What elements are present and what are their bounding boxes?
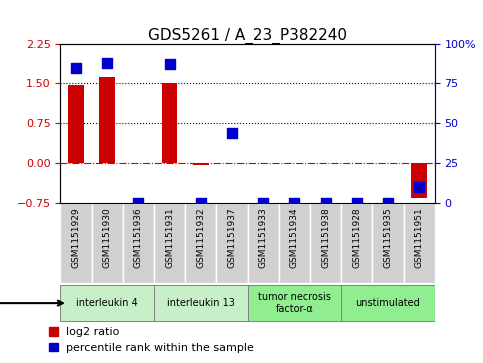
FancyBboxPatch shape bbox=[154, 285, 247, 321]
Point bbox=[290, 200, 298, 206]
Bar bbox=[99, 77, 115, 163]
Text: GSM1151929: GSM1151929 bbox=[71, 207, 81, 268]
Point bbox=[353, 200, 361, 206]
FancyBboxPatch shape bbox=[60, 203, 92, 283]
Text: unstimulated: unstimulated bbox=[355, 298, 420, 308]
Legend: log2 ratio, percentile rank within the sample: log2 ratio, percentile rank within the s… bbox=[44, 323, 259, 358]
Text: GSM1151937: GSM1151937 bbox=[227, 207, 237, 268]
Text: GSM1151936: GSM1151936 bbox=[134, 207, 143, 268]
Point bbox=[228, 130, 236, 136]
FancyBboxPatch shape bbox=[92, 203, 123, 283]
Point bbox=[72, 65, 80, 70]
FancyBboxPatch shape bbox=[372, 203, 403, 283]
Text: interleukin 4: interleukin 4 bbox=[76, 298, 138, 308]
FancyBboxPatch shape bbox=[216, 203, 247, 283]
Text: GSM1151951: GSM1151951 bbox=[414, 207, 424, 268]
Text: GSM1151933: GSM1151933 bbox=[258, 207, 268, 268]
FancyBboxPatch shape bbox=[247, 203, 279, 283]
Text: GSM1151935: GSM1151935 bbox=[384, 207, 392, 268]
Point bbox=[134, 200, 142, 206]
Point bbox=[415, 184, 423, 190]
Title: GDS5261 / A_23_P382240: GDS5261 / A_23_P382240 bbox=[148, 27, 347, 44]
FancyBboxPatch shape bbox=[185, 203, 216, 283]
Point bbox=[259, 200, 267, 206]
FancyBboxPatch shape bbox=[403, 203, 435, 283]
FancyBboxPatch shape bbox=[279, 203, 310, 283]
Text: agent: agent bbox=[0, 297, 63, 310]
Point bbox=[103, 60, 111, 66]
FancyBboxPatch shape bbox=[341, 285, 435, 321]
FancyBboxPatch shape bbox=[154, 203, 185, 283]
Point bbox=[384, 200, 392, 206]
Text: GSM1151938: GSM1151938 bbox=[321, 207, 330, 268]
FancyBboxPatch shape bbox=[310, 203, 341, 283]
FancyBboxPatch shape bbox=[247, 285, 341, 321]
FancyBboxPatch shape bbox=[123, 203, 154, 283]
Text: GSM1151934: GSM1151934 bbox=[290, 207, 299, 268]
Bar bbox=[193, 163, 209, 165]
Text: GSM1151930: GSM1151930 bbox=[103, 207, 112, 268]
Bar bbox=[68, 85, 84, 163]
Text: tumor necrosis
factor-α: tumor necrosis factor-α bbox=[258, 292, 331, 314]
Point bbox=[197, 200, 205, 206]
Text: GSM1151932: GSM1151932 bbox=[196, 207, 205, 268]
Text: GSM1151931: GSM1151931 bbox=[165, 207, 174, 268]
Text: GSM1151928: GSM1151928 bbox=[352, 207, 361, 268]
Point bbox=[166, 61, 173, 67]
Bar bbox=[162, 83, 177, 163]
Point bbox=[322, 200, 329, 206]
Text: interleukin 13: interleukin 13 bbox=[167, 298, 235, 308]
Bar bbox=[412, 163, 427, 198]
FancyBboxPatch shape bbox=[60, 285, 154, 321]
FancyBboxPatch shape bbox=[341, 203, 372, 283]
